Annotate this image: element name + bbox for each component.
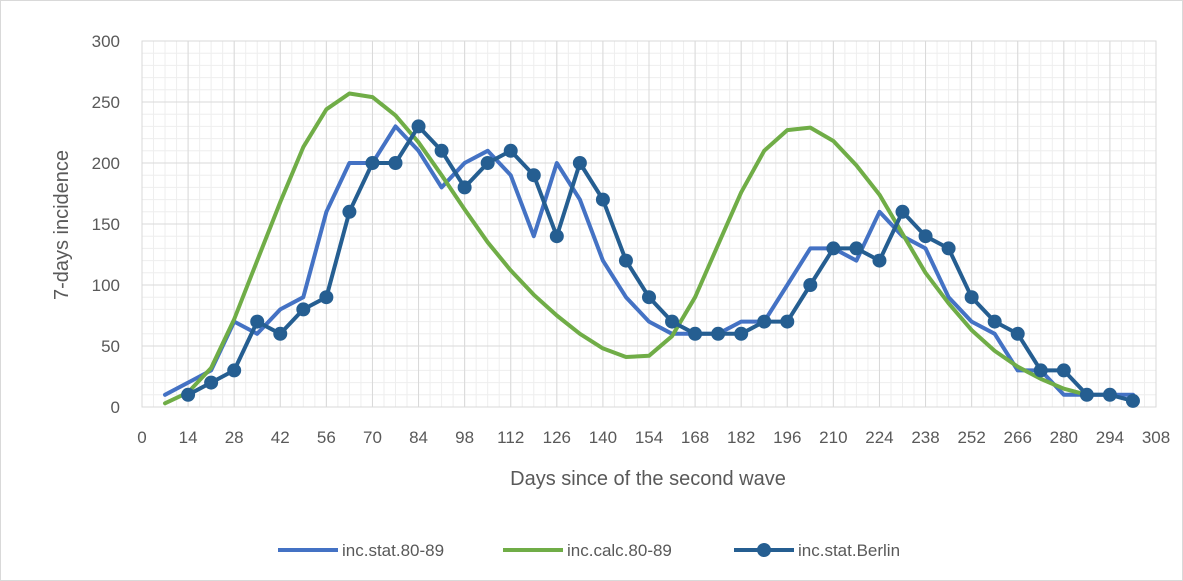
x-tick-label: 0: [137, 428, 146, 447]
data-point: [457, 180, 472, 195]
data-point: [757, 314, 772, 329]
x-tick-label: 308: [1142, 428, 1170, 447]
series-line: [163, 124, 1135, 397]
data-point: [572, 156, 587, 170]
data-point: [918, 229, 933, 244]
x-tick-label: 28: [225, 428, 244, 447]
y-axis-title: 7-days incidence: [51, 150, 73, 300]
y-tick-label: 0: [111, 398, 120, 417]
series-inc.stat.Berlin: [181, 119, 1140, 408]
data-point: [526, 168, 541, 183]
data-point: [1102, 387, 1117, 402]
data-point: [618, 253, 633, 268]
plot-border: [141, 40, 1157, 408]
x-tick-label: 294: [1096, 428, 1124, 447]
x-tick-label: 14: [179, 428, 198, 447]
legend-item: inc.calc.80-89: [503, 541, 672, 560]
data-point: [711, 326, 726, 341]
data-point: [803, 278, 818, 292]
x-tick-label: 210: [819, 428, 847, 447]
data-point: [365, 156, 380, 170]
data-point: [895, 204, 910, 219]
data-point: [227, 363, 242, 378]
data-point: [1125, 393, 1140, 408]
y-axis-tick-labels: 0 50 100 150 200 250 300: [92, 32, 120, 417]
x-axis-tick-labels: 0 14 28 42 56 70 84 98 112 126 140 154 168 182 196 210 2…: [137, 428, 1170, 447]
data-point: [734, 326, 749, 341]
data-point: [204, 375, 219, 390]
series-inc.stat.80-89: [163, 124, 1135, 397]
y-tick-label: 300: [92, 32, 120, 51]
x-axis-title: Days since of the second wave: [510, 468, 786, 490]
legend-marker: [757, 543, 771, 557]
data-point: [665, 314, 680, 329]
legend-label: inc.stat.80-89: [342, 541, 444, 560]
x-tick-label: 224: [865, 428, 893, 447]
data-point: [1056, 363, 1071, 378]
x-tick-label: 182: [727, 428, 755, 447]
series-line: [163, 91, 1089, 406]
data-point: [849, 241, 864, 256]
data-point: [1079, 387, 1094, 402]
legend-label: inc.calc.80-89: [567, 541, 672, 560]
x-tick-label: 196: [773, 428, 801, 447]
data-point: [503, 143, 518, 158]
data-point: [296, 302, 311, 317]
data-point: [319, 290, 334, 305]
x-tick-label: 154: [635, 428, 663, 447]
data-point: [642, 290, 656, 305]
x-tick-label: 168: [681, 428, 709, 447]
data-point: [411, 119, 426, 134]
x-tick-label: 252: [957, 428, 985, 447]
data-point: [688, 326, 703, 341]
x-tick-label: 266: [1004, 428, 1032, 447]
y-tick-label: 50: [101, 337, 120, 356]
x-tick-label: 70: [363, 428, 382, 447]
x-tick-label: 84: [409, 428, 428, 447]
x-tick-label: 126: [543, 428, 571, 447]
data-point: [549, 229, 564, 244]
y-tick-label: 200: [92, 154, 120, 173]
x-tick-label: 280: [1050, 428, 1078, 447]
data-point: [964, 290, 979, 305]
y-tick-label: 250: [92, 93, 120, 112]
data-point: [434, 143, 449, 158]
data-point: [342, 204, 357, 219]
x-tick-label: 112: [497, 428, 524, 447]
x-tick-label: 98: [455, 428, 474, 447]
legend-item: inc.stat.80-89: [278, 541, 444, 560]
x-tick-label: 238: [911, 428, 939, 447]
data-point: [826, 241, 841, 256]
data-point: [273, 326, 288, 341]
data-point: [388, 156, 403, 170]
legend-label: inc.stat.Berlin: [798, 541, 900, 560]
data-point: [780, 314, 795, 329]
series-layer: [163, 91, 1140, 408]
x-tick-label: 42: [271, 428, 290, 447]
y-tick-label: 100: [92, 276, 120, 295]
plot-area-border: [141, 40, 1157, 408]
x-tick-label: 56: [317, 428, 336, 447]
y-tick-label: 150: [92, 215, 120, 234]
data-point: [595, 192, 610, 207]
series-inc.calc.80-89: [163, 91, 1089, 406]
data-point: [872, 253, 887, 268]
data-point: [1033, 363, 1048, 378]
x-tick-label: 140: [589, 428, 617, 447]
data-point: [1010, 326, 1025, 341]
legend-item: inc.stat.Berlin: [734, 541, 900, 560]
legend: inc.stat.80-89 inc.calc.80-89 inc.stat.Ber…: [278, 541, 900, 560]
data-point: [480, 156, 495, 170]
data-point: [250, 314, 265, 329]
data-point: [941, 241, 956, 256]
data-point: [181, 387, 196, 402]
data-point: [987, 314, 1002, 329]
